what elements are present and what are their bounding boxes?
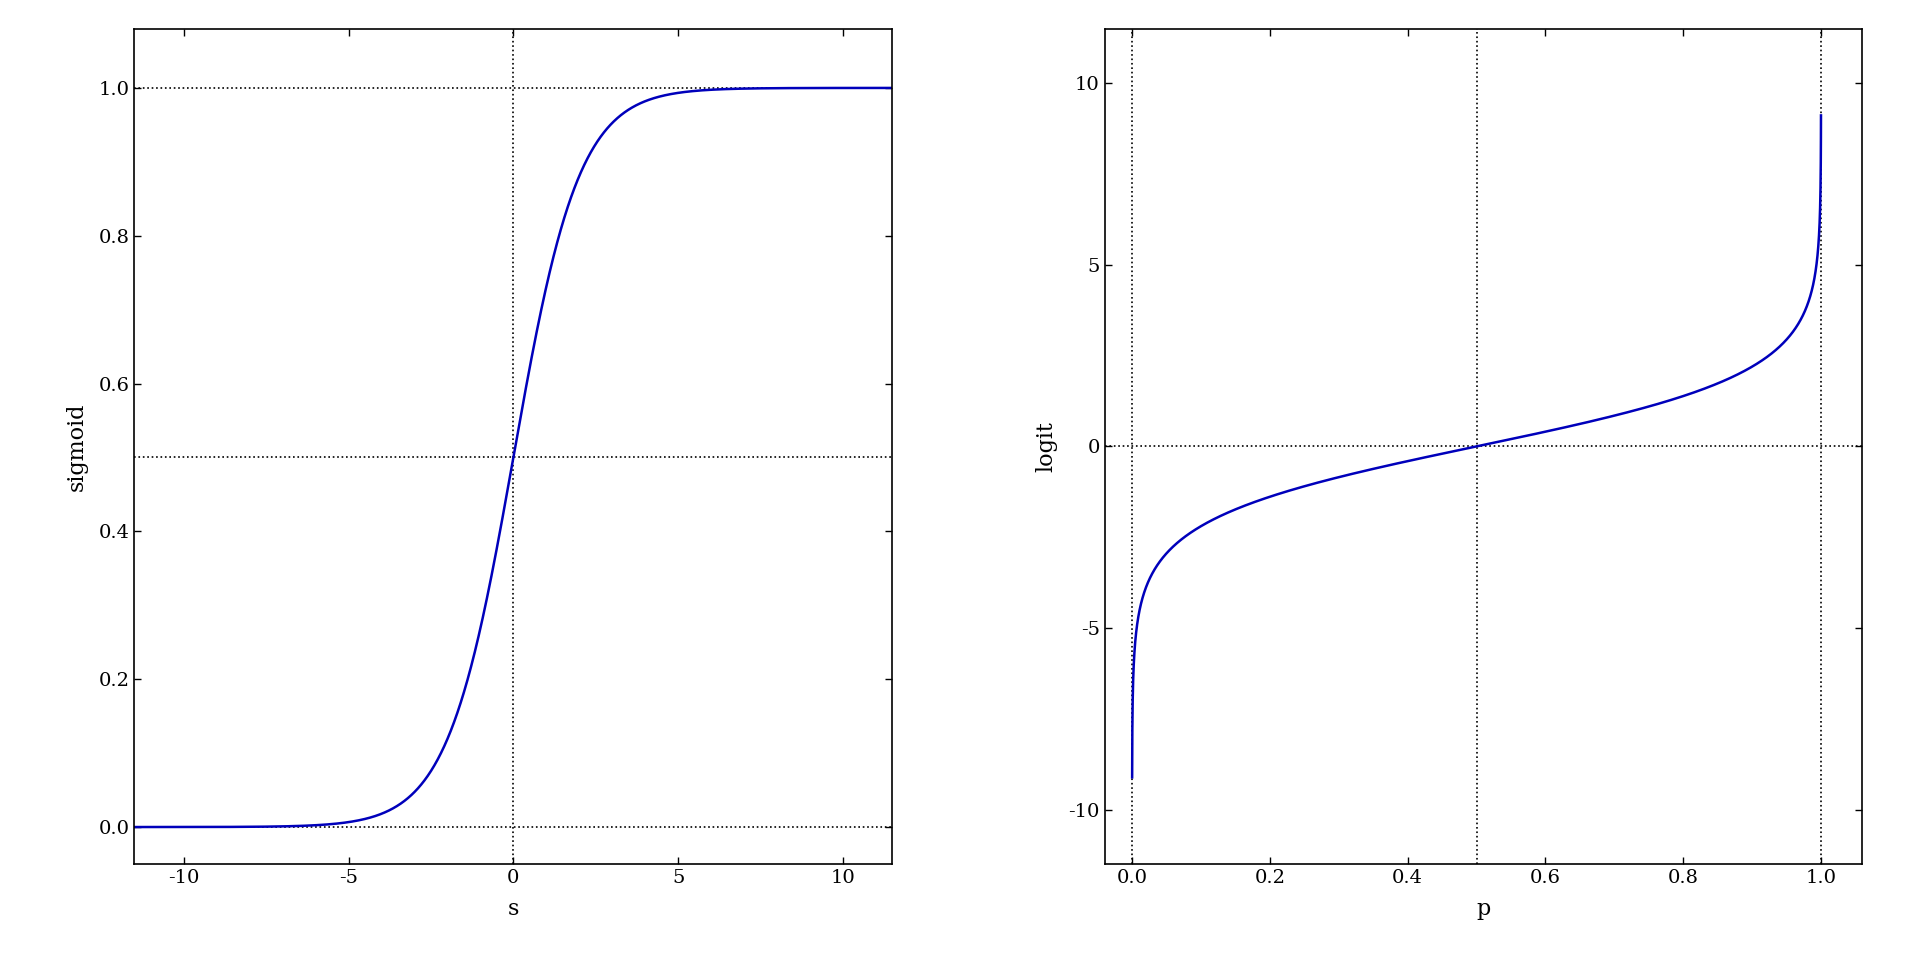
Y-axis label: logit: logit <box>1035 421 1058 471</box>
X-axis label: p: p <box>1476 898 1490 920</box>
Y-axis label: sigmoid: sigmoid <box>65 402 88 491</box>
X-axis label: s: s <box>507 898 518 920</box>
